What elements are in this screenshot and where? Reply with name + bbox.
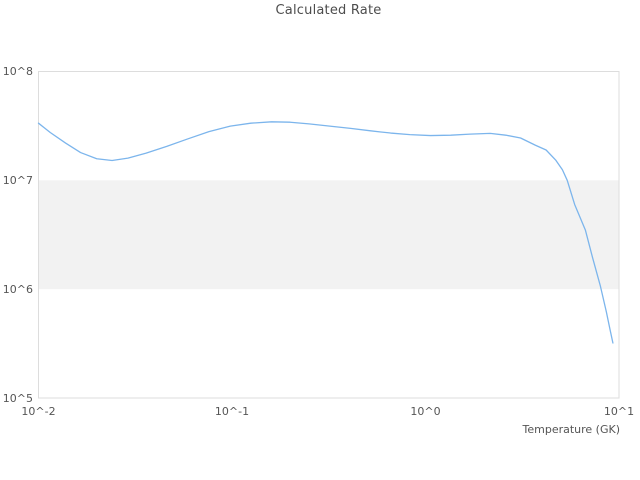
x-tick-label: 10^-1: [214, 405, 250, 418]
plot-border: [38, 71, 620, 399]
x-tick-label: 10^0: [410, 405, 441, 418]
x-axis-title: Temperature (GK): [522, 423, 621, 436]
chart-title: Calculated Rate: [275, 3, 382, 18]
y-tick-label: 10^7: [2, 173, 33, 187]
y-tick-label: 10^6: [2, 282, 33, 296]
y-tick-label: 10^8: [2, 65, 33, 78]
plot-band: [38, 180, 619, 290]
x-tick-label: 10^-2: [21, 405, 56, 418]
y-tick-label: 10^5: [2, 391, 33, 405]
x-tick-label: 10^1: [603, 405, 635, 418]
rate-line: [37, 121, 614, 344]
